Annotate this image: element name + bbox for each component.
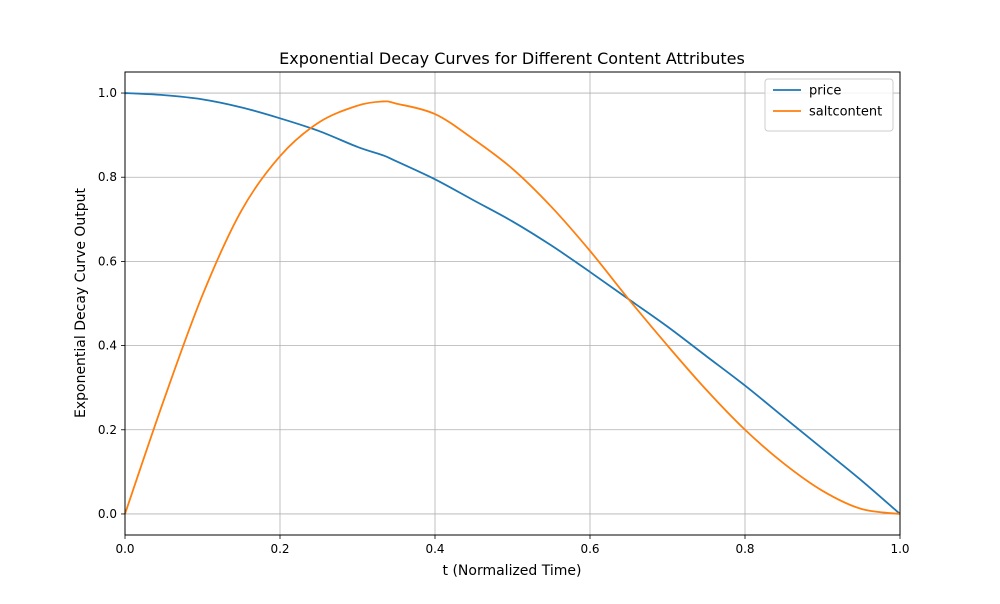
x-tick-label: 0.4 [425,542,444,556]
x-tick-label: 0.6 [580,542,599,556]
grid [124,72,901,535]
legend-box [764,78,894,132]
legend: price saltcontent [764,78,894,132]
series-line-price [124,92,901,515]
y-tick-label: 0.6 [98,254,117,268]
y-tick-label: 0.8 [98,170,117,184]
x-tick-label: 0.0 [115,542,134,556]
x-tick-label: 0.2 [270,542,289,556]
x-axis-label: t (Normalized Time) [443,563,582,579]
x-tick-label: 0.8 [735,542,754,556]
y-tick-label: 0.2 [98,423,117,437]
chart-title: Exponential Decay Curves for Different C… [279,49,745,68]
series-lines [124,92,901,515]
legend-label-saltcontent: saltcontent [809,105,882,120]
y-axis-ticks: 0.0 0.2 0.4 0.6 0.8 1.0 [98,86,125,521]
plot-frame [124,71,901,536]
legend-label-price: price [809,84,841,99]
x-axis-ticks: 0.0 0.2 0.4 0.6 0.8 1.0 [115,535,910,556]
y-tick-label: 0.4 [98,339,117,353]
x-tick-label: 1.0 [890,542,909,556]
y-axis-label: Exponential Decay Curve Output [73,187,89,418]
y-tick-label: 0.0 [98,507,117,521]
series-line-saltcontent [124,100,901,515]
y-tick-label: 1.0 [98,86,117,100]
